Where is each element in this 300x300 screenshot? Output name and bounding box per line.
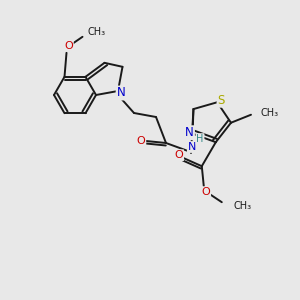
Text: O: O	[201, 187, 210, 197]
Text: CH₃: CH₃	[261, 108, 279, 118]
Text: N: N	[117, 86, 125, 100]
Text: N: N	[185, 126, 194, 139]
Text: H: H	[196, 134, 204, 144]
Text: S: S	[218, 94, 225, 107]
Text: CH₃: CH₃	[88, 27, 106, 37]
Text: CH₃: CH₃	[234, 201, 252, 211]
Text: O: O	[136, 136, 146, 146]
Text: O: O	[174, 150, 183, 160]
Text: N: N	[188, 142, 196, 152]
Text: O: O	[64, 41, 73, 51]
